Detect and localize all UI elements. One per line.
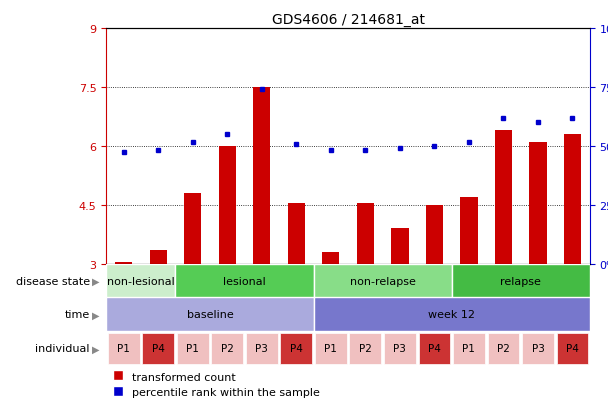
Text: P4: P4 [152, 344, 165, 354]
Bar [150, 250, 167, 264]
Bar [488, 333, 519, 364]
Text: week 12: week 12 [428, 310, 475, 320]
Bar [280, 333, 312, 364]
Bar [322, 252, 339, 264]
Bar [495, 131, 512, 264]
Bar [177, 333, 209, 364]
Text: ▶: ▶ [92, 276, 100, 286]
Bar [391, 229, 409, 264]
Bar [253, 88, 271, 264]
Text: non-lesional: non-lesional [107, 276, 175, 286]
Text: P1: P1 [463, 344, 475, 354]
Text: time: time [64, 310, 90, 320]
Bar [184, 193, 201, 264]
Text: P3: P3 [531, 344, 544, 354]
Legend: transformed count, percentile rank within the sample: transformed count, percentile rank withi… [112, 371, 320, 397]
Bar [106, 264, 176, 298]
Text: P2: P2 [221, 344, 233, 354]
Bar [106, 298, 314, 332]
Text: P2: P2 [359, 344, 371, 354]
Bar [246, 333, 278, 364]
Text: P2: P2 [497, 344, 510, 354]
Text: P3: P3 [393, 344, 406, 354]
Text: P4: P4 [428, 344, 441, 354]
Bar [452, 264, 590, 298]
Bar [115, 262, 133, 264]
Bar [453, 333, 485, 364]
Bar [315, 333, 347, 364]
Bar [384, 333, 416, 364]
Bar [314, 264, 452, 298]
Text: P1: P1 [117, 344, 130, 354]
Bar [426, 205, 443, 264]
Text: non-relapse: non-relapse [350, 276, 415, 286]
Bar [314, 298, 590, 332]
Text: ▶: ▶ [92, 310, 100, 320]
Bar [219, 147, 236, 264]
Text: P1: P1 [186, 344, 199, 354]
Text: lesional: lesional [223, 276, 266, 286]
Bar [108, 333, 140, 364]
Bar [564, 135, 581, 264]
Bar [530, 142, 547, 264]
Bar [418, 333, 451, 364]
Text: baseline: baseline [187, 310, 233, 320]
Bar [556, 333, 589, 364]
Title: GDS4606 / 214681_at: GDS4606 / 214681_at [272, 12, 424, 26]
Bar [288, 203, 305, 264]
Bar [460, 197, 477, 264]
Text: individual: individual [35, 344, 90, 354]
Bar [142, 333, 174, 364]
Bar [357, 203, 374, 264]
Bar [212, 333, 243, 364]
Bar [522, 333, 554, 364]
Text: disease state: disease state [16, 276, 90, 286]
Bar [350, 333, 381, 364]
Text: P3: P3 [255, 344, 268, 354]
Text: P1: P1 [325, 344, 337, 354]
Text: relapse: relapse [500, 276, 541, 286]
Bar [176, 264, 314, 298]
Text: ▶: ▶ [92, 344, 100, 354]
Text: P4: P4 [290, 344, 303, 354]
Text: P4: P4 [566, 344, 579, 354]
